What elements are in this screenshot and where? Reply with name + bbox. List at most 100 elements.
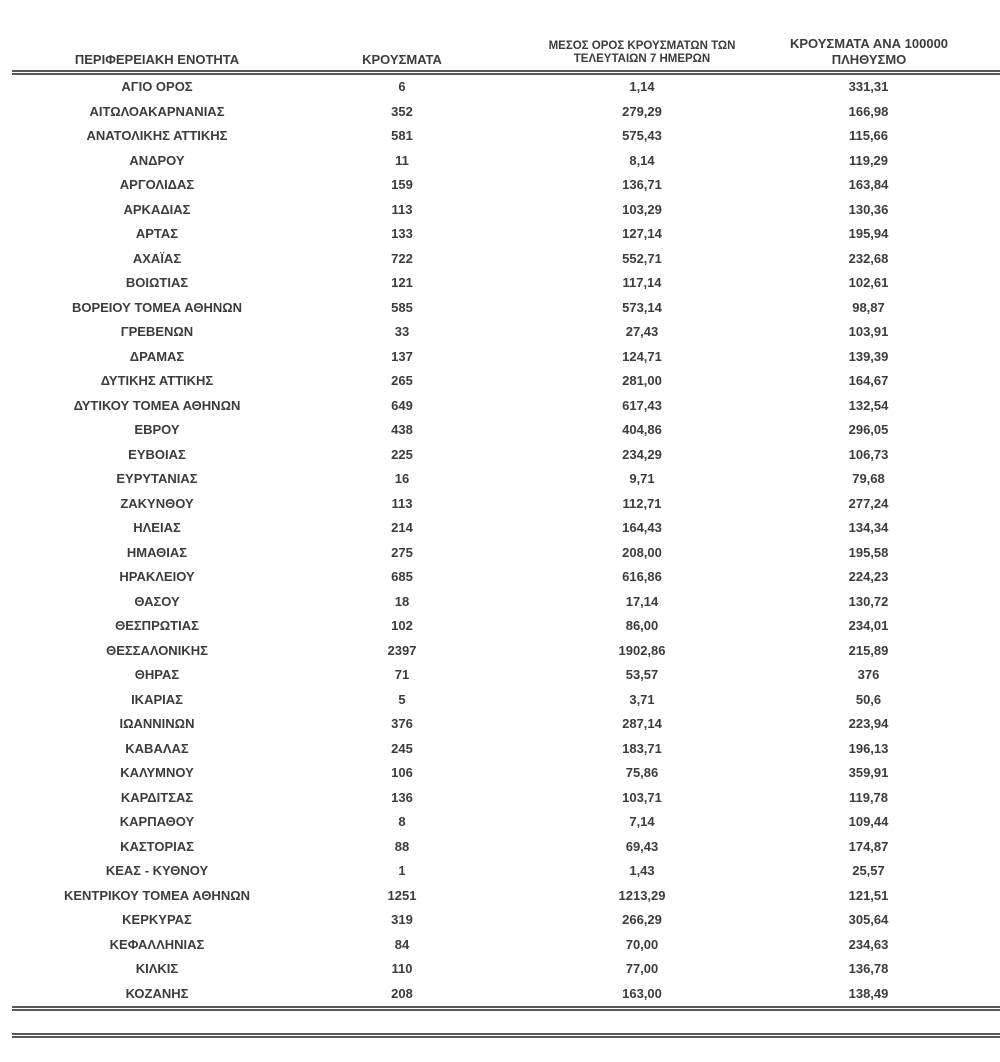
cases-cell: 319 [391, 912, 413, 928]
per-100000-cell: 98,87 [852, 299, 885, 315]
table-row: ΚΑΡΠΑΘΟΥ 8 7,14 109,44 [12, 810, 1000, 835]
col-header-regional-unit: ΠΕΡΙΦΕΡΕΙΑΚΗ ΕΝΟΤΗΤΑ [12, 36, 302, 76]
avg-7-days-cell: 575,43 [622, 128, 662, 144]
avg-7-days-cell: 266,29 [622, 912, 662, 928]
avg-7-days-cell: 1902,86 [618, 642, 666, 658]
avg-7-days-cell: 53,57 [625, 667, 659, 683]
cases-cell: 275 [391, 544, 413, 560]
region-name-cell: ΗΛΕΙΑΣ [133, 520, 181, 536]
per-100000-cell: 234,63 [848, 936, 889, 952]
cases-cell: 18 [394, 593, 410, 609]
table-row: ΘΗΡΑΣ 71 53,57 376 [12, 663, 1000, 688]
region-name-cell: ΙΩΑΝΝΙΝΩΝ [119, 716, 195, 732]
per-100000-cell: 174,87 [848, 838, 889, 854]
avg-7-days-cell: 112,71 [622, 495, 662, 511]
avg-7-days-cell: 117,14 [622, 275, 662, 291]
per-100000-cell: 277,24 [848, 495, 889, 511]
cases-cell: 685 [391, 569, 413, 585]
region-name-cell: ΒΟΙΩΤΙΑΣ [125, 275, 189, 291]
per-100000-cell: 121,51 [848, 887, 889, 903]
region-name-cell: ΗΡΑΚΛΕΙΟΥ [119, 569, 195, 585]
table-row: ΑΙΤΩΛΟΑΚΑΡΝΑΝΙΑΣ 352 279,29 166,98 [12, 100, 1000, 125]
region-name-cell: ΕΥΡΥΤΑΝΙΑΣ [116, 471, 198, 487]
per-100000-cell: 134,34 [848, 520, 889, 536]
per-100000-cell: 79,68 [852, 471, 885, 487]
region-name-cell: ΑΝΔΡΟΥ [129, 152, 185, 168]
avg-7-days-cell: 103,29 [622, 201, 662, 217]
per-100000-cell: 359,91 [848, 765, 889, 781]
table-row: ΑΝΑΤΟΛΙΚΗΣ ΑΤΤΙΚΗΣ 581 575,43 115,66 [12, 124, 1000, 149]
per-100000-cell: 305,64 [848, 912, 889, 928]
region-name-cell: ΒΟΡΕΙΟΥ ΤΟΜΕΑ ΑΘΗΝΩΝ [71, 299, 243, 315]
avg-7-days-cell: 8,14 [629, 152, 655, 168]
region-name-cell: ΘΑΣΟΥ [134, 593, 180, 609]
table-body: ΑΓΙΟ ΟΡΟΣ 6 1,14 331,31 ΑΙΤΩΛΟΑΚΑΡΝΑΝΙΑΣ 352 2… [12, 73, 1000, 1012]
rule-gap [12, 1011, 1000, 1033]
table-row: ΑΡΓΟΛΙΔΑΣ 159 136,71 163,84 [12, 173, 1000, 198]
cases-cell: 16 [394, 471, 410, 487]
table-row: ΚΑΒΑΛΑΣ 245 183,71 196,13 [12, 737, 1000, 762]
per-100000-cell: 296,05 [848, 422, 889, 438]
region-name-cell: ΚΙΛΚΙΣ [135, 961, 179, 977]
avg-7-days-cell: 287,14 [622, 716, 662, 732]
table-row: ΚΙΛΚΙΣ 110 77,00 136,78 [12, 957, 1000, 982]
per-100000-cell: 115,66 [848, 128, 889, 144]
region-name-cell: ΚΕΝΤΡΙΚΟΥ ΤΟΜΕΑ ΑΘΗΝΩΝ [63, 887, 251, 903]
avg-7-days-cell: 552,71 [622, 250, 662, 266]
per-100000-cell: 164,67 [848, 373, 889, 389]
region-name-cell: ΖΑΚΥΝΘΟΥ [120, 495, 194, 511]
avg-7-days-cell: 183,71 [622, 740, 662, 756]
per-100000-cell: 50,6 [855, 691, 882, 707]
regional-cases-table: ΠΕΡΙΦΕΡΕΙΑΚΗ ΕΝΟΤΗΤΑ ΚΡΟΥΣΜΑΤΑ ΜΕΣΟΣ ΟΡΟ… [12, 36, 1000, 1012]
per-100000-cell: 224,23 [848, 569, 889, 585]
bottom-divider-rule [12, 1033, 1000, 1039]
per-100000-cell: 195,94 [848, 226, 889, 242]
region-name-cell: ΚΑΒΑΛΑΣ [125, 740, 189, 756]
region-name-cell: ΘΕΣΣΑΛΟΝΙΚΗΣ [106, 642, 208, 658]
cases-cell: 113 [391, 495, 413, 511]
table-row: ΚΑΣΤΟΡΙΑΣ 88 69,43 174,87 [12, 835, 1000, 860]
per-100000-cell: 232,68 [848, 250, 889, 266]
cases-cell: 208 [302, 981, 502, 1012]
col-header-per-100000: ΚΡΟΥΣΜΑΤΑ ΑΝΑ 100000 ΠΛΗΘΥΣΜΟ [782, 36, 1000, 76]
per-100000-cell: 215,89 [848, 642, 889, 658]
table-row: ΚΕΦΑΛΛΗΝΙΑΣ 84 70,00 234,63 [12, 933, 1000, 958]
region-name-cell: ΚΑΡΔΙΤΣΑΣ [120, 789, 194, 805]
per-100000-cell: 138,49 [782, 981, 1000, 1012]
region-name-cell: ΚΕΦΑΛΛΗΝΙΑΣ [109, 936, 205, 952]
table-row: ΘΑΣΟΥ 18 17,14 130,72 [12, 590, 1000, 615]
region-name-cell: ΔΡΑΜΑΣ [129, 348, 185, 364]
cases-cell: 137 [391, 348, 413, 364]
col-header-avg-7-days: ΜΕΣΟΣ ΟΡΟΣ ΚΡΟΥΣΜΑΤΩΝ ΤΩΝ ΤΕΛΕΥΤΑΙΩΝ 7 Η… [502, 36, 782, 76]
cases-cell: 71 [394, 667, 410, 683]
avg-7-days-cell: 279,29 [622, 103, 662, 119]
cases-cell: 2397 [387, 642, 417, 658]
region-name-cell: ΓΡΕΒΕΝΩΝ [120, 324, 194, 340]
table-row: ΚΑΡΔΙΤΣΑΣ 136 103,71 119,78 [12, 786, 1000, 811]
per-100000-cell: 102,61 [848, 275, 889, 291]
avg-7-days-cell: 27,43 [625, 324, 659, 340]
table-row: ΓΡΕΒΕΝΩΝ 33 27,43 103,91 [12, 320, 1000, 345]
cases-cell: 159 [391, 177, 413, 193]
table-header-row: ΠΕΡΙΦΕΡΕΙΑΚΗ ΕΝΟΤΗΤΑ ΚΡΟΥΣΜΑΤΑ ΜΕΣΟΣ ΟΡΟ… [12, 36, 1000, 76]
table-row: ΒΟΙΩΤΙΑΣ 121 117,14 102,61 [12, 271, 1000, 296]
table-row: ΘΕΣΠΡΩΤΙΑΣ 102 86,00 234,01 [12, 614, 1000, 639]
table-row: ΚΟΖΑΝΗΣ 208 163,00 138,49 [12, 981, 1000, 1012]
avg-7-days-cell: 616,86 [622, 569, 662, 585]
per-100000-cell: 130,72 [848, 593, 889, 609]
avg-7-days-cell: 3,71 [629, 691, 655, 707]
cases-cell: 6 [398, 79, 406, 95]
table-row: ΑΝΔΡΟΥ 11 8,14 119,29 [12, 149, 1000, 174]
table-row: ΚΕΑΣ - ΚΥΘΝΟΥ 1 1,43 25,57 [12, 859, 1000, 884]
avg-7-days-cell: 1213,29 [618, 887, 666, 903]
avg-7-days-cell: 136,71 [622, 177, 662, 193]
per-100000-cell: 196,13 [848, 740, 889, 756]
per-100000-cell: 106,73 [848, 446, 889, 462]
table-row: ΘΕΣΣΑΛΟΝΙΚΗΣ 2397 1902,86 215,89 [12, 639, 1000, 664]
cases-cell: 88 [394, 838, 410, 854]
cases-cell: 1 [398, 863, 406, 879]
cases-cell: 245 [391, 740, 413, 756]
avg-7-days-cell: 208,00 [622, 544, 662, 560]
table-row: ΑΡΚΑΔΙΑΣ 113 103,29 130,36 [12, 198, 1000, 223]
